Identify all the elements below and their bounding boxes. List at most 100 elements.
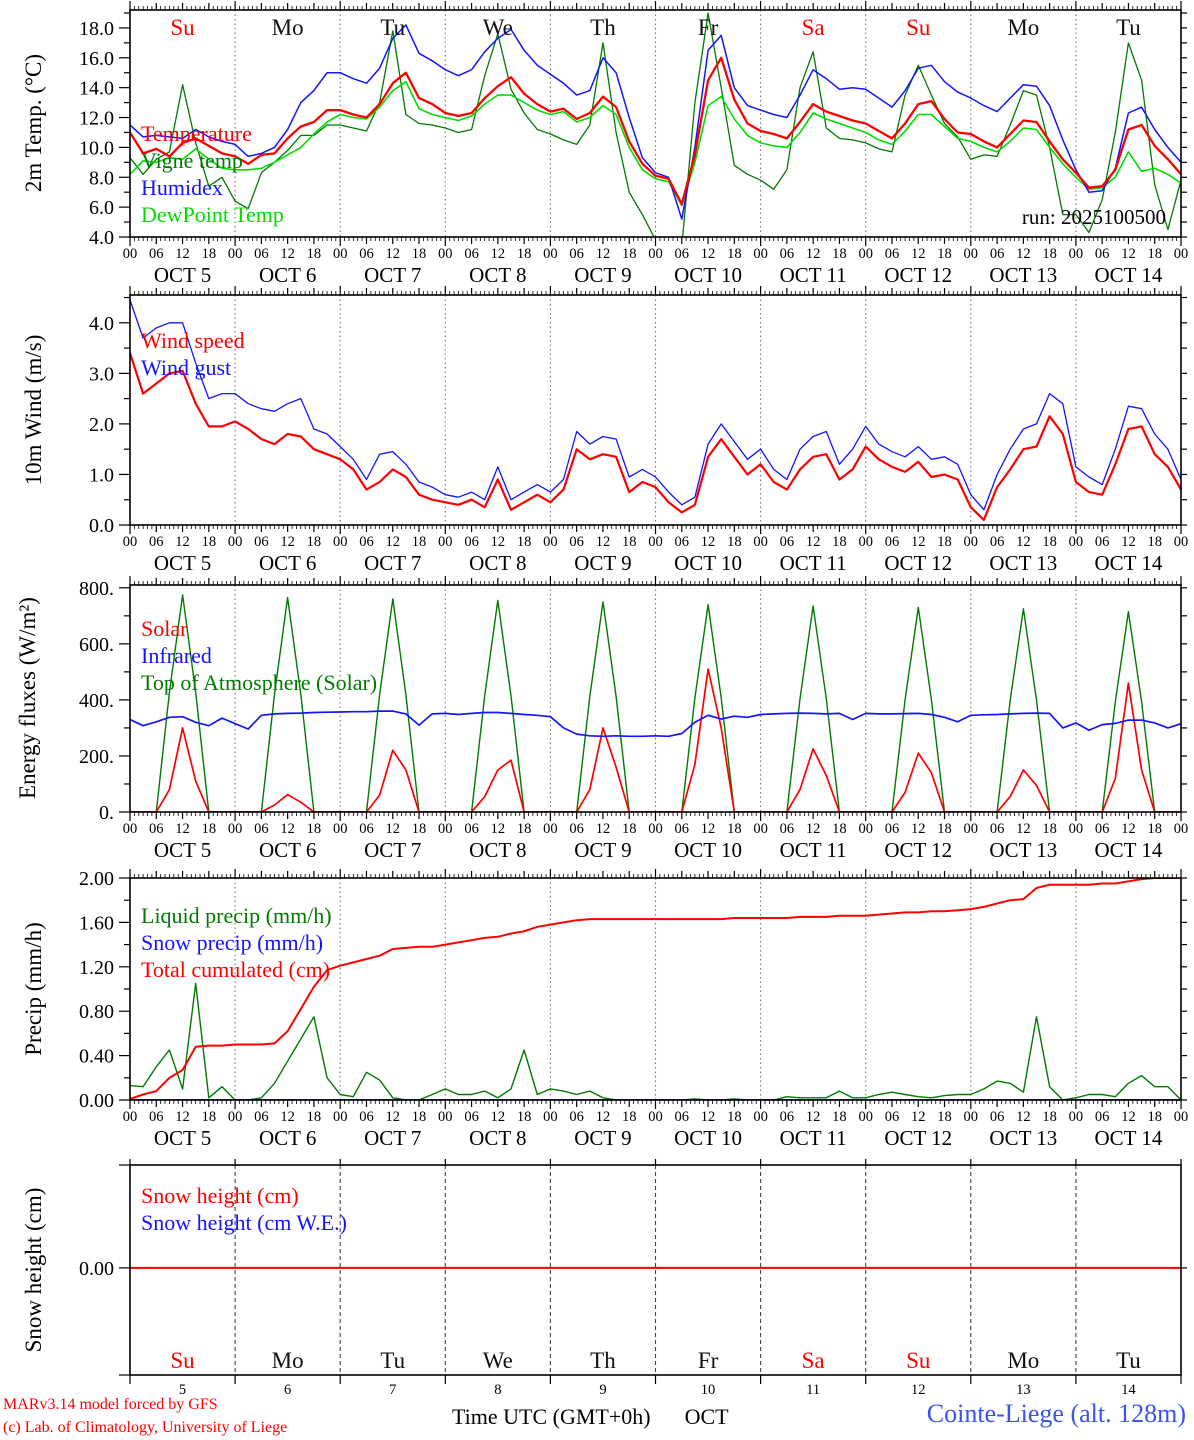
svg-text:Tu: Tu bbox=[380, 15, 405, 40]
svg-text:00: 00 bbox=[543, 821, 558, 837]
svg-text:06: 06 bbox=[780, 821, 795, 837]
svg-text:18: 18 bbox=[832, 1109, 847, 1125]
svg-text:OCT 11: OCT 11 bbox=[780, 1126, 847, 1150]
panel-snow-height: 0.00 5 Su 6 Mo 7 Tu 8 We 9 Th 10 Fr 11 Sa 12 Su 13 Mo 14 Tu bbox=[79, 1159, 1187, 1398]
svg-text:00: 00 bbox=[438, 821, 453, 837]
svg-text:5: 5 bbox=[179, 1382, 186, 1398]
legend-precip: Liquid precip (mm/h) Snow precip (mm/h) … bbox=[141, 902, 332, 983]
svg-text:06: 06 bbox=[1095, 1109, 1110, 1125]
series-temperature bbox=[130, 56, 1181, 206]
svg-text:06: 06 bbox=[359, 246, 374, 262]
svg-text:06: 06 bbox=[149, 821, 164, 837]
series-dewpoint-temp bbox=[130, 80, 1181, 207]
svg-text:18.0: 18.0 bbox=[79, 18, 114, 40]
svg-text:We: We bbox=[483, 15, 513, 40]
svg-text:00: 00 bbox=[648, 1109, 663, 1125]
svg-text:06: 06 bbox=[780, 246, 795, 262]
svg-text:12: 12 bbox=[1016, 1109, 1031, 1125]
svg-text:9: 9 bbox=[599, 1382, 606, 1398]
svg-text:00: 00 bbox=[228, 246, 243, 262]
svg-text:OCT 12: OCT 12 bbox=[884, 551, 952, 575]
svg-text:18: 18 bbox=[517, 821, 532, 837]
svg-text:12: 12 bbox=[386, 246, 401, 262]
svg-text:0.00: 0.00 bbox=[79, 1090, 114, 1112]
svg-text:600.: 600. bbox=[79, 634, 114, 656]
svg-text:0.0: 0.0 bbox=[89, 515, 114, 537]
svg-text:12: 12 bbox=[596, 1109, 611, 1125]
svg-text:12: 12 bbox=[175, 821, 190, 837]
panel-precip: 0.00 0.40 0.80 1.20 1.60 2.00 00 06 12 18 00 06 12 18… bbox=[79, 868, 1188, 1150]
svg-text:12: 12 bbox=[911, 1382, 926, 1398]
legend-item-total-cumulated: Total cumulated (cm) bbox=[141, 957, 331, 982]
svg-text:8.0: 8.0 bbox=[89, 167, 114, 189]
legend-item-infrared: Infrared bbox=[141, 643, 212, 668]
svg-text:1.0: 1.0 bbox=[89, 464, 114, 486]
svg-text:06: 06 bbox=[885, 1109, 900, 1125]
svg-text:06: 06 bbox=[464, 821, 479, 837]
svg-text:18: 18 bbox=[1042, 246, 1057, 262]
svg-text:06: 06 bbox=[1095, 246, 1110, 262]
svg-text:06: 06 bbox=[464, 534, 479, 550]
svg-text:10: 10 bbox=[701, 1382, 716, 1398]
legend-item-dewpoint: DewPoint Temp bbox=[141, 202, 284, 227]
svg-text:12: 12 bbox=[386, 534, 401, 550]
svg-text:00: 00 bbox=[123, 246, 138, 262]
svg-text:OCT 8: OCT 8 bbox=[469, 551, 526, 575]
svg-text:OCT 6: OCT 6 bbox=[259, 551, 316, 575]
legend-item-snow-height: Snow height (cm) bbox=[141, 1183, 299, 1208]
svg-text:OCT 10: OCT 10 bbox=[674, 838, 742, 862]
svg-text:00: 00 bbox=[1174, 1109, 1189, 1125]
y-axis-title-snow: Snow height (cm) bbox=[21, 1187, 46, 1353]
svg-text:800.: 800. bbox=[79, 578, 114, 600]
svg-text:18: 18 bbox=[202, 246, 217, 262]
svg-text:12: 12 bbox=[175, 246, 190, 262]
svg-text:400.: 400. bbox=[79, 690, 114, 712]
svg-text:00: 00 bbox=[1069, 534, 1084, 550]
svg-text:06: 06 bbox=[675, 534, 690, 550]
svg-text:OCT 5: OCT 5 bbox=[154, 263, 211, 287]
time-utc-label: Time UTC (GMT+0h) bbox=[452, 1404, 651, 1429]
svg-text:18: 18 bbox=[622, 534, 637, 550]
svg-text:18: 18 bbox=[727, 534, 742, 550]
svg-text:OCT 5: OCT 5 bbox=[154, 1126, 211, 1150]
svg-text:OCT 7: OCT 7 bbox=[364, 263, 421, 287]
legend-item-wind-gust: Wind gust bbox=[141, 355, 232, 380]
svg-text:Mo: Mo bbox=[272, 1348, 304, 1373]
series-wind-gust bbox=[130, 299, 1181, 511]
svg-text:14.0: 14.0 bbox=[79, 78, 114, 100]
svg-text:06: 06 bbox=[569, 246, 584, 262]
svg-text:00: 00 bbox=[438, 1109, 453, 1125]
svg-text:18: 18 bbox=[727, 246, 742, 262]
svg-text:OCT 11: OCT 11 bbox=[780, 551, 847, 575]
svg-text:00: 00 bbox=[858, 246, 873, 262]
svg-text:12: 12 bbox=[701, 534, 716, 550]
svg-text:00: 00 bbox=[858, 534, 873, 550]
svg-text:00: 00 bbox=[964, 1109, 979, 1125]
svg-text:12.0: 12.0 bbox=[79, 108, 114, 130]
svg-text:OCT 9: OCT 9 bbox=[574, 551, 631, 575]
svg-text:Sa: Sa bbox=[802, 1348, 825, 1373]
svg-text:00: 00 bbox=[123, 821, 138, 837]
series-wind-speed bbox=[130, 352, 1181, 522]
legend-item-vigne-temp: Vigne temp bbox=[141, 148, 243, 173]
svg-text:18: 18 bbox=[1147, 246, 1162, 262]
svg-text:OCT 5: OCT 5 bbox=[154, 551, 211, 575]
svg-text:OCT 9: OCT 9 bbox=[574, 1126, 631, 1150]
svg-text:12: 12 bbox=[701, 821, 716, 837]
svg-text:00: 00 bbox=[333, 1109, 348, 1125]
svg-text:00: 00 bbox=[648, 821, 663, 837]
legend-item-wind-speed: Wind speed bbox=[141, 328, 245, 353]
svg-text:06: 06 bbox=[780, 1109, 795, 1125]
svg-text:06: 06 bbox=[254, 534, 269, 550]
svg-text:OCT 14: OCT 14 bbox=[1095, 1126, 1163, 1150]
svg-text:00: 00 bbox=[858, 821, 873, 837]
svg-text:14: 14 bbox=[1121, 1382, 1136, 1398]
svg-text:200.: 200. bbox=[79, 746, 114, 768]
svg-text:OCT 10: OCT 10 bbox=[674, 551, 742, 575]
svg-text:00: 00 bbox=[333, 246, 348, 262]
svg-text:12: 12 bbox=[491, 1109, 506, 1125]
svg-text:18: 18 bbox=[307, 1109, 322, 1125]
model-credit-line1: MARv3.14 model forced by GFS bbox=[3, 1396, 218, 1413]
svg-text:OCT 13: OCT 13 bbox=[989, 838, 1057, 862]
svg-text:18: 18 bbox=[202, 534, 217, 550]
